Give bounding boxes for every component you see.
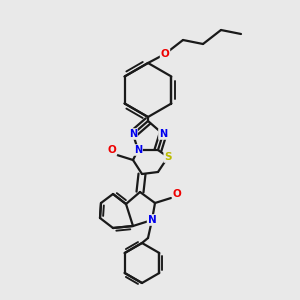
Text: S: S <box>164 152 172 162</box>
Text: N: N <box>129 129 137 139</box>
Text: N: N <box>148 215 156 225</box>
Text: O: O <box>172 189 182 199</box>
Text: N: N <box>159 129 167 139</box>
Text: O: O <box>108 145 116 155</box>
Text: N: N <box>134 145 142 155</box>
Text: O: O <box>160 49 169 59</box>
